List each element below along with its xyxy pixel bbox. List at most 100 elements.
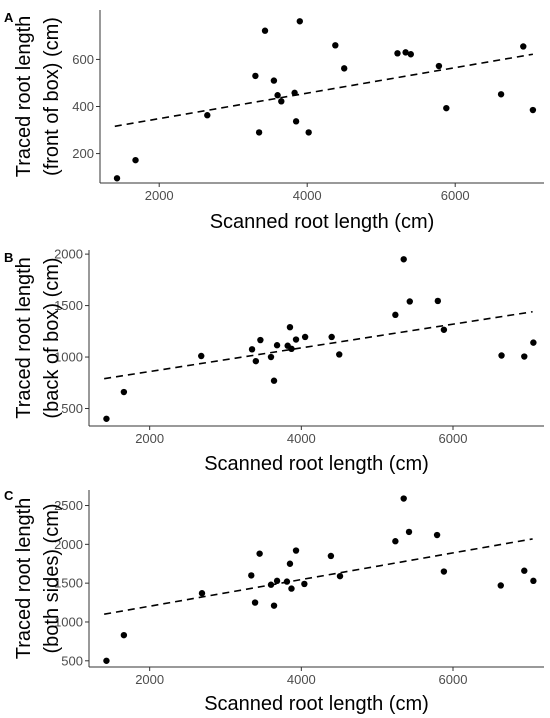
x-tick-label: 4000 — [287, 431, 316, 446]
y-tick-label: 1500 — [54, 576, 83, 591]
data-point — [248, 346, 256, 353]
data-point — [278, 98, 285, 105]
data-point — [435, 62, 443, 70]
x-axis-title: Scanned root length (cm) — [204, 453, 429, 475]
data-point — [301, 333, 309, 341]
y-tick-label: 600 — [72, 52, 94, 67]
data-point — [120, 388, 128, 396]
panel-letter: C — [4, 488, 14, 503]
data-point — [406, 298, 413, 305]
data-point — [529, 106, 537, 114]
data-point — [521, 567, 528, 574]
data-point — [103, 657, 110, 664]
x-tick-label: 2000 — [135, 672, 164, 687]
data-point — [252, 72, 259, 80]
data-point — [274, 92, 281, 99]
chart-panel-b: B 2000 4000 6000 500 1000 1500 2000 Scanned root… — [4, 247, 544, 475]
y-tick-label: 1500 — [54, 298, 83, 313]
x-tick-label: 2000 — [145, 188, 174, 203]
chart-panel-a: A 2000 4000 6000 200 400 600 Scanned root lengt… — [4, 10, 544, 233]
data-point — [433, 531, 441, 539]
data-point — [286, 323, 294, 331]
data-point — [402, 49, 409, 56]
x-tick-label: 6000 — [439, 431, 468, 446]
trend-line — [114, 53, 534, 128]
x-axis-title: Scanned root length (cm) — [210, 211, 435, 233]
data-point — [204, 112, 211, 119]
data-point — [392, 311, 399, 319]
data-point — [530, 577, 537, 585]
x-tick-label: 4000 — [287, 672, 316, 687]
data-point — [132, 156, 139, 164]
data-point — [327, 552, 335, 560]
data-point — [400, 256, 407, 263]
y-tick-label: 1000 — [54, 350, 83, 365]
data-point — [405, 528, 413, 536]
data-point — [292, 547, 300, 554]
data-point — [341, 65, 348, 72]
data-point — [273, 342, 281, 349]
y-axis-title-line-2: (back of box) (cm) — [41, 257, 63, 418]
data-point — [283, 578, 291, 585]
y-axis-title-line-1: Traced root length — [13, 16, 35, 178]
y-axis-title-line-1: Traced root length — [13, 257, 35, 419]
data-point — [336, 351, 343, 358]
data-point — [497, 582, 504, 589]
panel-letter: B — [4, 250, 13, 265]
data-point — [292, 118, 300, 125]
data-point — [257, 336, 264, 344]
data-point — [394, 50, 401, 57]
y-tick-label: 400 — [72, 99, 94, 114]
y-axis-title-line-2: (both sides) (cm) — [41, 503, 63, 653]
data-point — [305, 129, 312, 136]
data-point — [392, 538, 399, 545]
chart-panel-c: C 2000 4000 6000 500 1000 1500 2000 2500 Scanned … — [4, 488, 544, 715]
x-tick-label: 6000 — [439, 672, 468, 687]
data-point — [103, 415, 110, 422]
data-point — [440, 568, 448, 575]
data-point — [270, 377, 278, 384]
data-point — [291, 89, 298, 97]
data-point — [198, 590, 206, 597]
y-tick-label: 2000 — [54, 537, 83, 552]
data-point — [498, 352, 505, 359]
data-point — [332, 42, 339, 49]
y-tick-label: 500 — [61, 401, 83, 416]
y-axis-title-line-2: (front of box) (cm) — [41, 17, 63, 176]
data-point — [440, 326, 448, 333]
data-point — [120, 631, 128, 639]
data-point — [521, 353, 528, 360]
x-tick-label: 4000 — [293, 188, 322, 203]
trend-line — [104, 538, 533, 615]
y-tick-label: 200 — [72, 146, 94, 161]
data-point — [248, 572, 255, 579]
data-point — [288, 585, 295, 592]
data-point — [434, 297, 442, 305]
data-point — [113, 175, 121, 182]
data-point — [251, 599, 259, 606]
data-point — [296, 18, 303, 25]
data-point — [520, 43, 527, 50]
data-point — [198, 352, 205, 360]
data-point — [273, 577, 281, 585]
trend-line — [104, 310, 533, 380]
data-point — [530, 339, 537, 346]
data-point — [328, 333, 335, 341]
data-point — [400, 495, 407, 502]
data-point — [407, 51, 414, 58]
data-point — [336, 572, 344, 580]
data-point — [443, 104, 450, 112]
data-point — [270, 602, 278, 609]
data-point — [252, 357, 260, 365]
data-point — [255, 129, 263, 136]
data-point — [286, 560, 294, 567]
data-point — [261, 27, 269, 34]
y-axis-title-line-1: Traced root length — [13, 498, 35, 660]
y-tick-label: 2000 — [54, 247, 83, 262]
data-point — [301, 580, 308, 588]
data-point — [292, 336, 300, 343]
y-tick-label: 2500 — [54, 498, 83, 513]
y-tick-label: 500 — [61, 653, 83, 668]
data-point — [270, 77, 278, 84]
